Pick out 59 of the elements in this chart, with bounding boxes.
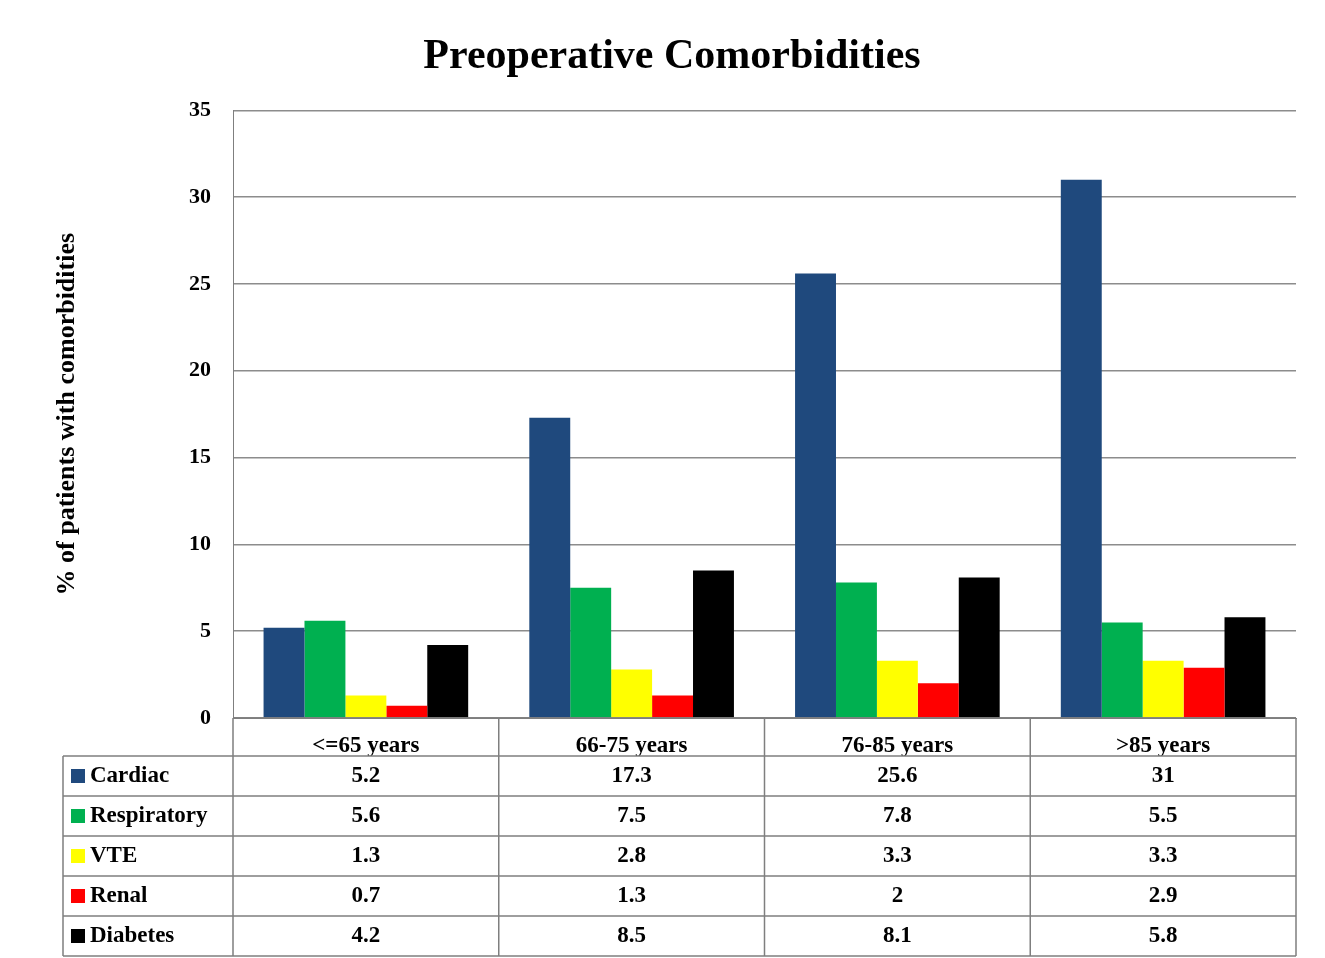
data-label: 0.7 bbox=[351, 881, 381, 907]
data-label: 5.6 bbox=[351, 801, 381, 827]
bar bbox=[263, 627, 305, 718]
legend-label: Cardiac bbox=[90, 761, 170, 787]
data-label: 7.5 bbox=[617, 801, 646, 827]
bar bbox=[1224, 617, 1266, 718]
y-tick-label: 5 bbox=[200, 616, 211, 642]
bar bbox=[427, 645, 469, 718]
bar bbox=[876, 660, 918, 718]
data-label: 5.8 bbox=[1148, 921, 1178, 947]
y-tick-label: 20 bbox=[189, 356, 211, 382]
x-tick-label: >85 years bbox=[1116, 731, 1211, 757]
y-tick-label: 0 bbox=[200, 703, 211, 729]
bar bbox=[345, 695, 387, 718]
y-tick-label: 15 bbox=[189, 443, 211, 469]
bar bbox=[386, 705, 428, 718]
bar bbox=[1060, 179, 1102, 718]
data-label: 1.3 bbox=[351, 841, 381, 867]
bar bbox=[958, 577, 1000, 718]
bar bbox=[529, 417, 571, 718]
bar bbox=[693, 570, 734, 718]
data-label: 1.3 bbox=[617, 881, 646, 907]
data-label: 4.2 bbox=[351, 921, 381, 947]
legend-label: Respiratory bbox=[90, 801, 209, 827]
y-tick-label: 30 bbox=[189, 182, 211, 208]
data-label: 3.3 bbox=[883, 841, 912, 867]
legend-label: VTE bbox=[90, 841, 138, 867]
x-tick-label: 66-75 years bbox=[575, 731, 688, 757]
data-label: 7.8 bbox=[883, 801, 912, 827]
data-label: 25.6 bbox=[877, 761, 918, 787]
chart-title: Preoperative Comorbidities bbox=[423, 31, 921, 78]
data-label: 8.1 bbox=[883, 921, 912, 947]
bar bbox=[917, 683, 959, 718]
bar bbox=[1183, 667, 1225, 718]
y-tick-label: 35 bbox=[189, 96, 211, 122]
bar bbox=[835, 582, 877, 718]
data-label: 3.3 bbox=[1148, 841, 1178, 867]
x-tick-label: 76-85 years bbox=[841, 731, 954, 757]
legend-label: Diabetes bbox=[90, 921, 175, 947]
bar bbox=[795, 273, 836, 718]
data-label: 5.5 bbox=[1148, 801, 1178, 827]
bar bbox=[1101, 622, 1143, 718]
y-tick-label: 25 bbox=[189, 269, 211, 295]
data-label: 5.2 bbox=[351, 761, 381, 787]
x-tick-label: <=65 years bbox=[312, 731, 420, 757]
bar bbox=[570, 587, 612, 718]
bar bbox=[611, 669, 653, 718]
bar bbox=[1142, 660, 1184, 718]
legend-label: Renal bbox=[90, 881, 148, 907]
data-label: 17.3 bbox=[611, 761, 652, 787]
bar bbox=[304, 620, 346, 718]
data-label: 2 bbox=[891, 881, 904, 907]
data-label: 31 bbox=[1151, 761, 1175, 787]
y-tick-label: 10 bbox=[189, 530, 211, 556]
bar bbox=[652, 695, 694, 718]
data-label: 8.5 bbox=[617, 921, 646, 947]
y-axis-title: % of patients with comorbidities bbox=[51, 232, 81, 596]
data-label: 2.8 bbox=[617, 841, 646, 867]
data-label: 2.9 bbox=[1148, 881, 1178, 907]
